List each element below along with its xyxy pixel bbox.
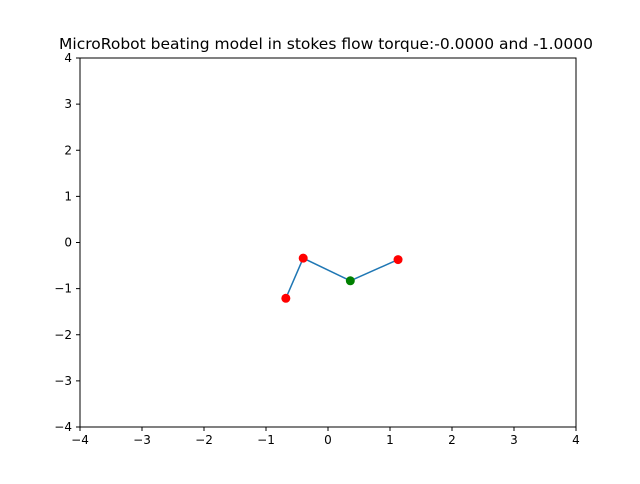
x-tick-label: 2 [448, 433, 456, 447]
y-tick-label: −4 [54, 420, 72, 434]
plot-area-frame [79, 57, 577, 428]
x-tick-label: 4 [572, 433, 580, 447]
y-tick-label: 4 [64, 51, 72, 65]
joint-point-marker [281, 293, 291, 303]
y-tick-label: 0 [64, 236, 72, 250]
center-point-marker [345, 276, 355, 286]
x-tick-label: 1 [386, 433, 394, 447]
joint-point-marker [298, 253, 308, 263]
x-tick-label: −3 [133, 433, 151, 447]
y-tick-label: −3 [54, 374, 72, 388]
x-tick-label: 0 [324, 433, 332, 447]
x-tick-label: 3 [510, 433, 518, 447]
y-tick-label: −2 [54, 328, 72, 342]
joint-point-marker [393, 255, 403, 265]
y-tick-label: −1 [54, 282, 72, 296]
y-tick-label: 2 [64, 143, 72, 157]
chart-title: MicroRobot beating model in stokes flow … [59, 35, 593, 53]
x-tick-label: −2 [195, 433, 213, 447]
y-axis-ticks: −4 −3 −2 −1 0 1 2 3 4 [54, 51, 80, 434]
robot-link-line [285, 257, 399, 299]
x-tick-label: −4 [71, 433, 89, 447]
plot-layer [281, 253, 403, 303]
y-tick-label: 3 [64, 97, 72, 111]
x-tick-label: −1 [257, 433, 275, 447]
y-tick-label: 1 [64, 189, 72, 203]
x-axis-ticks: −4 −3 −2 −1 0 1 2 3 4 [71, 427, 580, 447]
